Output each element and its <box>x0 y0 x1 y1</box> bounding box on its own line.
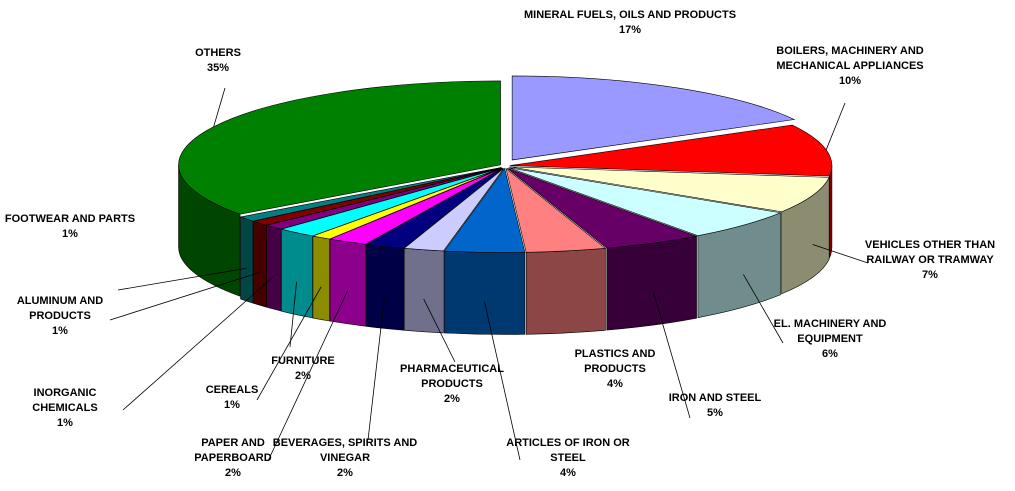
slice-label-name: VEHICLES OTHER THAN RAILWAY OR TRAMWAY <box>864 239 996 266</box>
slice-label-name: PLASTICS AND PRODUCTS <box>574 348 656 375</box>
slice <box>507 167 698 249</box>
leader-line <box>122 276 275 411</box>
slice-side <box>606 235 697 331</box>
slice-side <box>266 224 282 312</box>
leader-line <box>484 301 521 461</box>
slice-label-value: 1% <box>52 325 68 337</box>
slice-tops <box>178 75 833 253</box>
slice-label-value: 1% <box>224 399 240 411</box>
slice-label-value: 7% <box>922 269 938 281</box>
leader-line <box>825 102 846 150</box>
leader-line <box>653 292 691 419</box>
slice-label: PAPER AND PAPERBOARD 2% <box>178 436 288 481</box>
slice-label-name: ARTICLES OF IRON OR STEEL <box>506 437 630 464</box>
slice-label: FURNITURE 2% <box>258 354 348 384</box>
slice-label-name: PHARMACEUTICAL PRODUCTS <box>400 363 504 390</box>
slice-side <box>240 216 254 304</box>
slice-label: BOILERS, MACHINERY AND MECHANICAL APPLIA… <box>750 44 950 89</box>
slice-label: INORGANIC CHEMICALS 1% <box>5 386 125 431</box>
slice-side <box>365 243 404 331</box>
slice <box>511 75 796 161</box>
slice-label-name: PAPER AND PAPERBOARD <box>194 437 272 464</box>
slice-label-value: 1% <box>57 417 73 429</box>
slice <box>508 167 782 236</box>
slice-label-name: MINERAL FUELS, OILS AND PRODUCTS <box>523 9 737 21</box>
slice-label-name: IRON AND STEEL <box>668 392 762 404</box>
slice-label-value: 4% <box>560 467 576 479</box>
slice <box>505 167 607 253</box>
leader-line <box>117 267 247 291</box>
leader-line <box>109 272 260 321</box>
slice-label-name: FOOTWEAR AND PARTS <box>4 213 136 225</box>
slice-label: CEREALS 1% <box>192 383 272 413</box>
slice-label: MINERAL FUELS, OILS AND PRODUCTS 17% <box>480 8 780 38</box>
slice-label-name: INORGANIC CHEMICALS <box>32 387 98 414</box>
leader-line <box>256 286 322 401</box>
leader-line <box>812 244 869 264</box>
slice-label-value: 6% <box>822 348 838 360</box>
slice <box>403 168 504 252</box>
slice-label-value: 4% <box>607 378 623 390</box>
slice-label: BEVERAGES, SPIRITS AND VINEGAR 2% <box>270 436 420 481</box>
slice-side <box>403 247 444 334</box>
slice <box>178 80 501 215</box>
leader-line <box>367 295 386 441</box>
slice-side <box>444 250 526 335</box>
slice-label-name: EL. MACHINERY AND EQUIPMENT <box>773 318 887 345</box>
slice-label-name: OTHERS <box>195 47 241 59</box>
slice <box>509 166 830 213</box>
slice-label: PHARMACEUTICAL PRODUCTS 2% <box>387 362 517 407</box>
slice-label-name: CEREALS <box>205 384 259 396</box>
leader-line <box>743 274 784 344</box>
slice-label: PLASTICS AND PRODUCTS 4% <box>555 347 675 392</box>
slice-side <box>329 238 366 327</box>
slice-label-value: 2% <box>295 370 311 382</box>
slice-label-value: 2% <box>225 467 241 479</box>
slice-label-value: 35% <box>206 62 230 74</box>
slice-label-name: BOILERS, MACHINERY AND MECHANICAL APPLIA… <box>776 45 924 72</box>
slice <box>443 167 526 253</box>
slice <box>509 124 833 177</box>
slice-label: FOOTWEAR AND PARTS 1% <box>0 212 140 242</box>
slice-label-value: 1% <box>62 228 78 240</box>
leader-line <box>267 290 348 462</box>
slice-side <box>252 220 267 308</box>
leader-line <box>213 87 226 127</box>
slice-label: VEHICLES OTHER THAN RAILWAY OR TRAMWAY 7% <box>840 238 1015 283</box>
slice-label-value: 2% <box>337 467 353 479</box>
slice <box>239 167 502 222</box>
slice-label: ARTICLES OF IRON OR STEEL 4% <box>498 436 638 481</box>
slice-label-name: BEVERAGES, SPIRITS AND VINEGAR <box>272 437 418 464</box>
slice-label-value: 10% <box>838 75 862 87</box>
slice-label-value: 17% <box>618 24 642 36</box>
leader-line <box>423 298 456 363</box>
slice-label-value: 2% <box>444 393 460 405</box>
slice-label: IRON AND STEEL 5% <box>665 391 765 421</box>
slice-label-name: ALUMINUM AND PRODUCTS <box>16 295 104 322</box>
slice-label: OTHERS 35% <box>178 46 258 76</box>
slice <box>365 168 504 249</box>
slice-side <box>829 165 833 259</box>
slice-label: EL. MACHINERY AND EQUIPMENT 6% <box>765 317 895 362</box>
slice-label-value: 5% <box>707 407 723 419</box>
slice-label-name: FURNITURE <box>271 355 335 367</box>
slice-side <box>281 228 313 319</box>
leader-line <box>289 281 297 348</box>
slice-side <box>312 235 330 322</box>
slice-label: ALUMINUM AND PRODUCTS 1% <box>0 294 130 339</box>
slice-side <box>525 248 606 335</box>
